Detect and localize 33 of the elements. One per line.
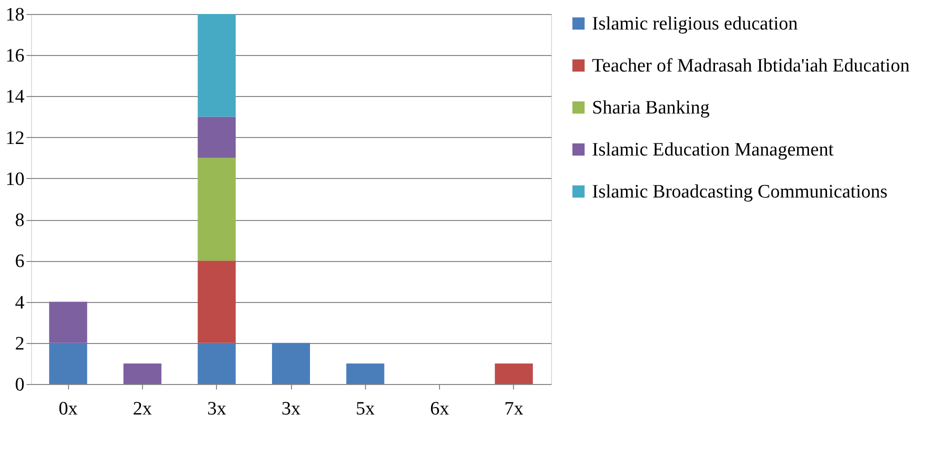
bar bbox=[272, 342, 310, 384]
x-tick-label: 3x bbox=[207, 398, 227, 420]
legend-label: Sharia Banking bbox=[592, 98, 710, 118]
y-tick-label: 6 bbox=[15, 251, 24, 272]
x-tick-label: 2x bbox=[132, 398, 152, 420]
y-tick-label: 4 bbox=[15, 292, 25, 314]
bar bbox=[346, 363, 384, 384]
y-tick-label: 10 bbox=[6, 168, 24, 190]
legend-label: Islamic religious education bbox=[592, 14, 798, 34]
bar bbox=[198, 116, 236, 158]
x-tick-label: 0x bbox=[58, 398, 78, 420]
legend-label: Teacher of Madrasah Ibtida'iah Education bbox=[592, 56, 910, 76]
bar bbox=[198, 342, 236, 384]
x-tick-label: 5x bbox=[356, 398, 376, 420]
y-tick-label: 0 bbox=[15, 374, 24, 396]
bar bbox=[198, 158, 236, 261]
legend-label: Islamic Broadcasting Communications bbox=[592, 182, 888, 202]
y-tick-label: 16 bbox=[6, 46, 24, 67]
x-tick-label: 3x bbox=[282, 398, 301, 420]
bar bbox=[198, 14, 236, 117]
bar bbox=[49, 302, 88, 343]
y-tick-label: 14 bbox=[6, 86, 25, 108]
y-tick-label: 18 bbox=[6, 4, 24, 26]
bar bbox=[123, 363, 162, 384]
bar bbox=[198, 260, 236, 343]
y-tick-label: 12 bbox=[6, 128, 24, 149]
x-tick-label: 6x bbox=[430, 398, 450, 420]
bar bbox=[49, 342, 88, 384]
y-tick-label: 8 bbox=[15, 210, 24, 232]
y-tick-label: 2 bbox=[15, 333, 24, 354]
legend-label: Islamic Education Management bbox=[592, 140, 834, 160]
bar bbox=[494, 363, 533, 384]
x-tick-label: 7x bbox=[504, 398, 524, 420]
